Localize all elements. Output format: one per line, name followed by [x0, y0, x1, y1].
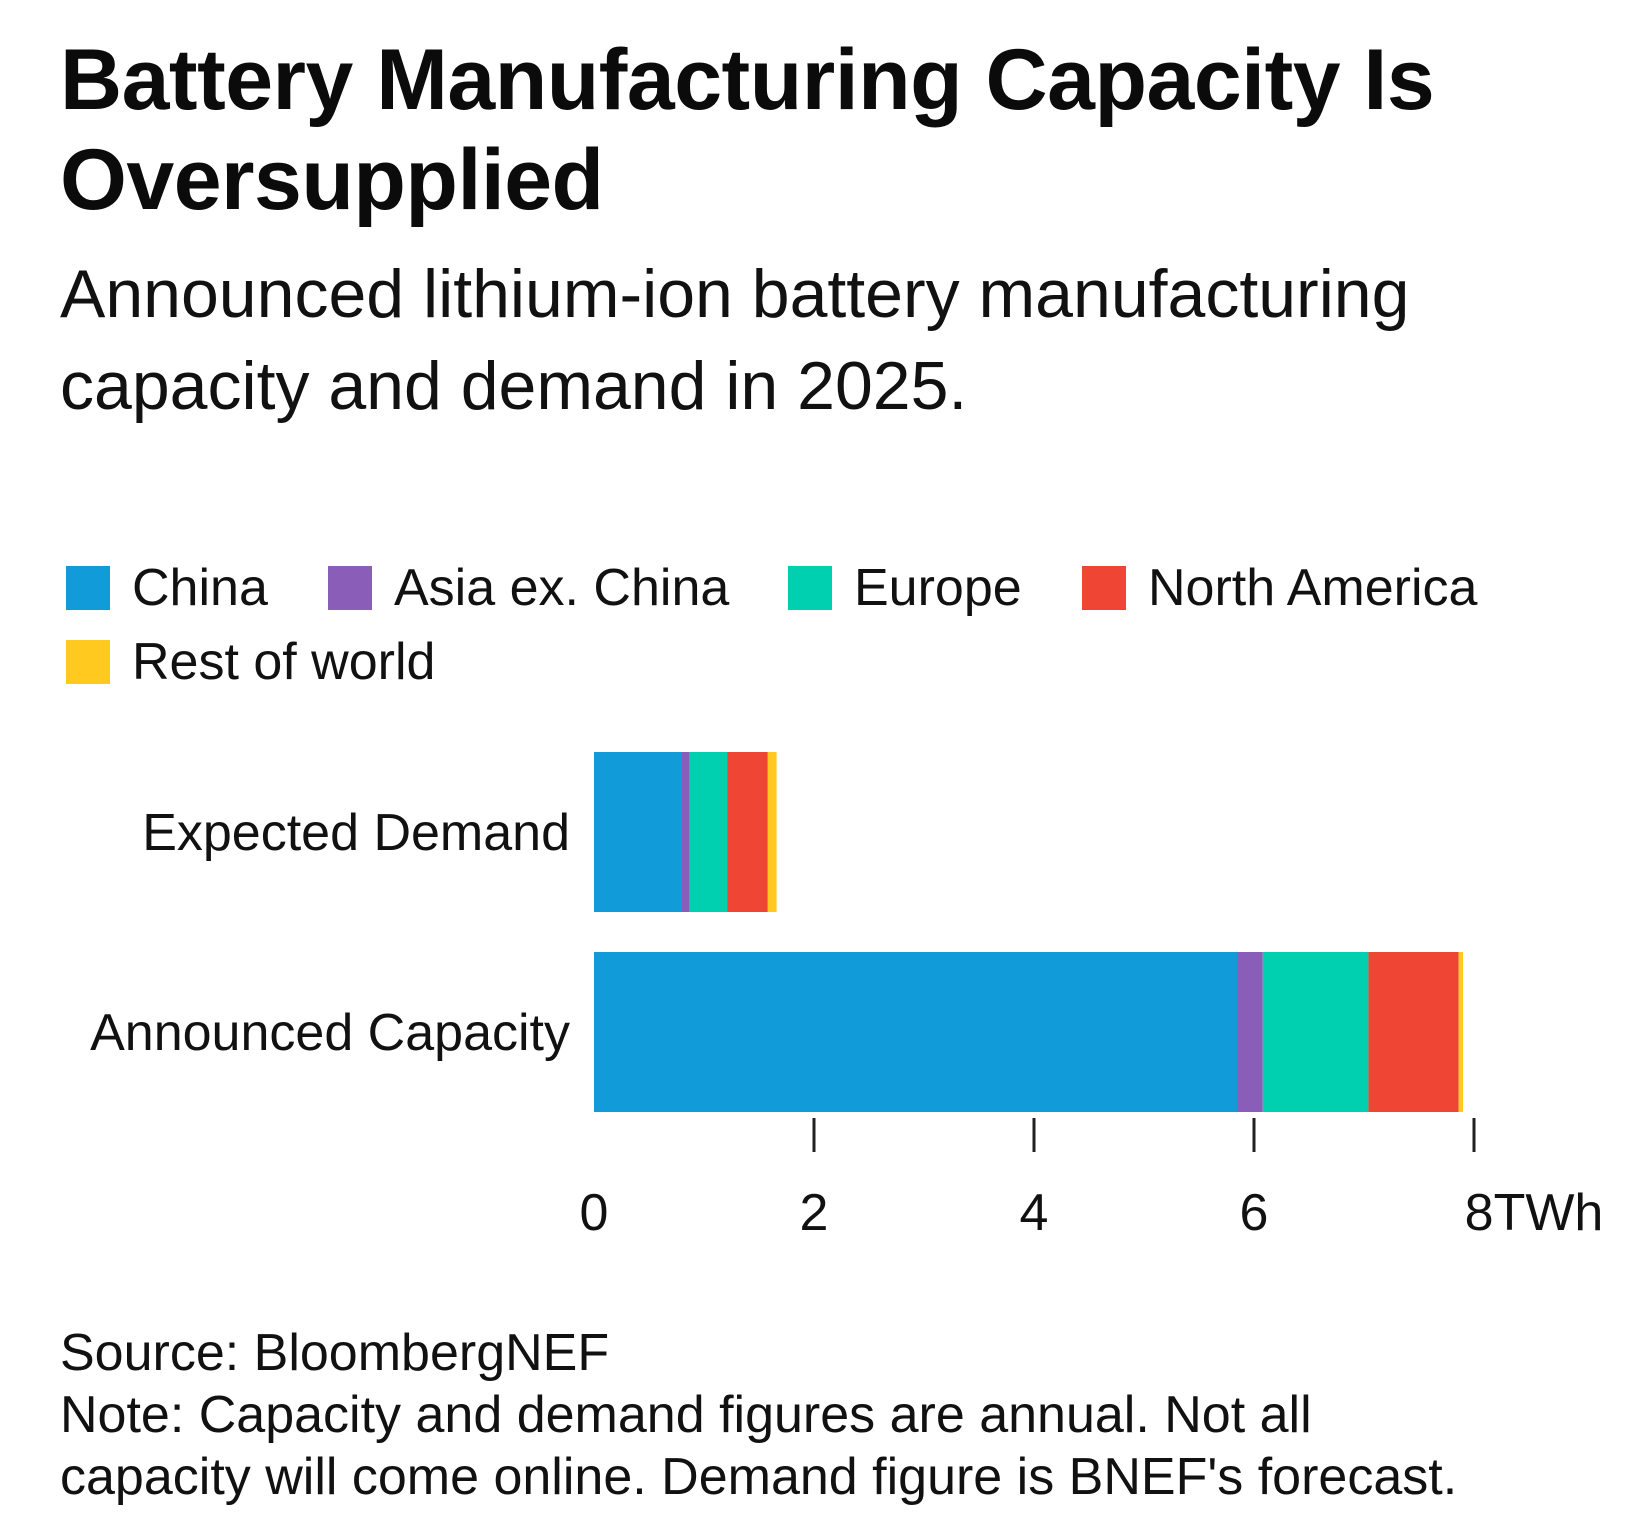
note-line-1: Note: Capacity and demand figures are an… [60, 1386, 1312, 1444]
x-tick-label: 8TWh [1465, 1184, 1604, 1242]
bar-segment-china-0 [594, 752, 682, 912]
legend-label: Asia ex. China [394, 559, 730, 617]
bar-chart: Expected Demand Announced Capacity 0 2 4 6 8TW… [90, 752, 1604, 1242]
bar-segment-europe-0 [689, 752, 728, 912]
legend-swatch [1082, 566, 1126, 610]
legend-item-europe: Europe [788, 558, 1022, 618]
bar-segment-europe-1 [1262, 952, 1369, 1112]
legend-item-rest-of-world: Rest of world [66, 632, 435, 692]
note-line-2: capacity will come online. Demand figure… [60, 1448, 1458, 1506]
x-tick-label: 2 [800, 1184, 829, 1242]
legend-swatch [328, 566, 372, 610]
legend-label: Rest of world [132, 633, 436, 691]
chart-title: Battery Manufacturing Capacity Is Oversu… [60, 32, 1435, 228]
bar-segment-asia-ex-china-1 [1237, 952, 1263, 1112]
legend-swatch [788, 566, 832, 610]
source-text: Source: BloombergNEF [60, 1324, 610, 1382]
chart-subtitle: Announced lithium-ion battery manufactur… [60, 256, 1410, 424]
legend-item-north-america: North America [1082, 558, 1477, 618]
bar-segment-north-america-0 [727, 752, 768, 912]
bar-segment-north-america-1 [1368, 952, 1459, 1112]
x-tick-label: 0 [580, 1184, 609, 1242]
category-label: Expected Demand [142, 804, 570, 862]
legend-label: China [132, 559, 268, 617]
legend-label: North America [1148, 559, 1478, 617]
x-tick-label: 6 [1240, 1184, 1269, 1242]
legend-swatch [66, 640, 110, 684]
bar-segment-rest-of-world-1 [1458, 952, 1463, 1112]
bar-segment-rest-of-world-0 [767, 752, 777, 912]
legend-item-asia-ex-china: Asia ex. China [328, 558, 729, 618]
category-label: Announced Capacity [90, 1004, 570, 1062]
legend-label: Europe [854, 559, 1022, 617]
bar-segment-china-1 [594, 952, 1238, 1112]
legend-item-china: China [66, 558, 268, 618]
bar-segment-asia-ex-china-0 [682, 752, 690, 912]
x-tick-label: 4 [1020, 1184, 1049, 1242]
legend-swatch [66, 566, 110, 610]
